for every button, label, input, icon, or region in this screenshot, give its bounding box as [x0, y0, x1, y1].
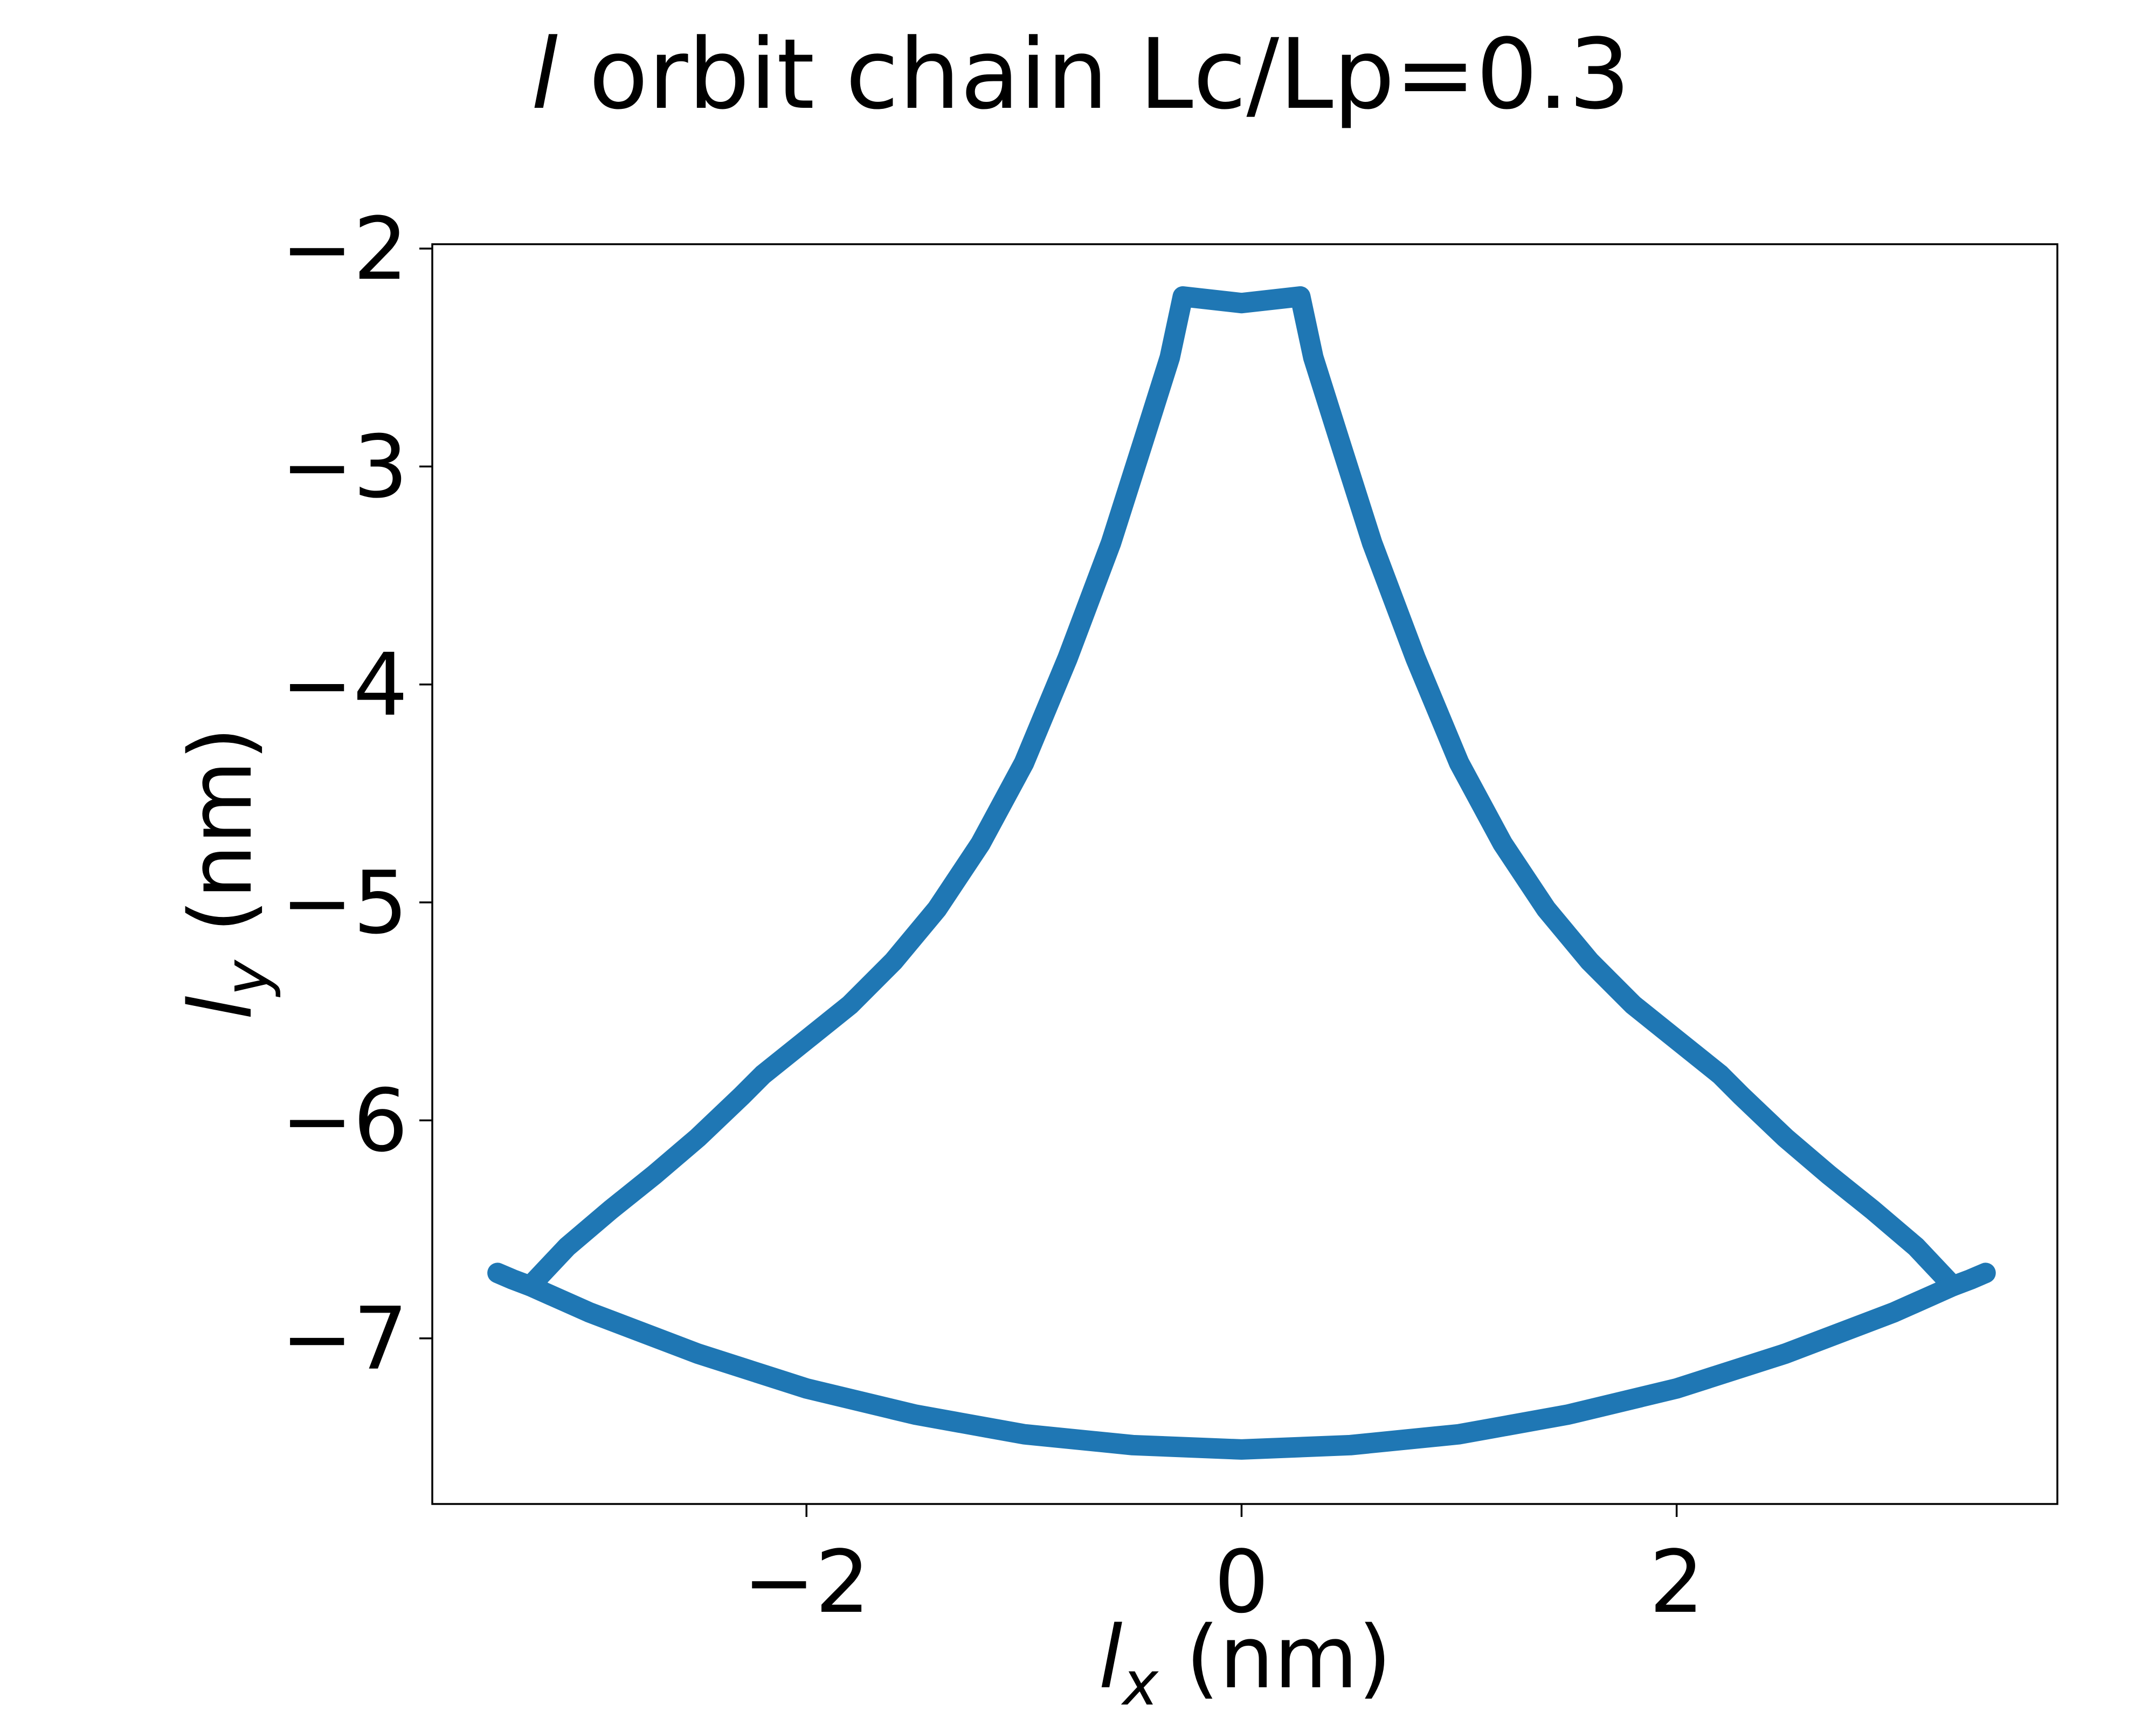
x-axis-label-unit: (nm) — [1158, 1607, 1392, 1708]
x-axis-label: lx (nm) — [1098, 1607, 1392, 1719]
x-axis-ticks: −2 0 2 — [743, 1504, 1704, 1632]
x-axis-label-subscript: x — [1121, 1649, 1159, 1719]
title-text: orbit chain Lc/Lp=0.3 — [558, 18, 1630, 131]
chart-title: l orbit chain Lc/Lp=0.3 — [531, 18, 1630, 131]
y-tick-label: −3 — [281, 416, 408, 517]
x-axis-label-symbol: l — [1098, 1607, 1122, 1708]
y-tick-label: −6 — [281, 1070, 408, 1171]
y-tick-label: −2 — [281, 198, 408, 299]
title-italic-symbol: l — [531, 18, 558, 131]
y-axis-label-subscript: y — [212, 959, 282, 997]
series-layer — [487, 286, 1996, 1460]
y-axis-label-unit: (nm) — [170, 727, 271, 960]
y-axis-label: ly (nm) — [170, 727, 282, 1020]
y-tick-label: −4 — [281, 634, 408, 735]
series-line-1 — [487, 286, 1996, 1296]
y-axis-label-symbol: l — [170, 996, 271, 1019]
y-tick-label: −7 — [281, 1288, 408, 1389]
y-axis-ticks: −2 −3 −4 −5 −6 −7 — [281, 198, 432, 1389]
axes-frame — [431, 243, 2058, 1505]
x-tick-label: 2 — [1649, 1531, 1704, 1632]
y-tick-label: −5 — [281, 852, 408, 953]
x-tick-label: 0 — [1214, 1531, 1269, 1632]
series-line-2 — [520, 1275, 1964, 1460]
x-tick-label: −2 — [743, 1531, 870, 1632]
